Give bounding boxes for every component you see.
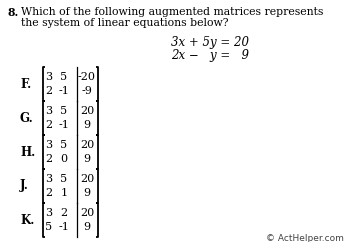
Text: 9: 9 xyxy=(83,153,91,164)
Text: -20: -20 xyxy=(78,73,96,83)
Text: G.: G. xyxy=(20,112,34,124)
Text: 3: 3 xyxy=(46,73,52,83)
Text: the system of linear equations below?: the system of linear equations below? xyxy=(21,18,229,28)
Text: 5: 5 xyxy=(61,174,68,184)
Text: Which of the following augmented matrices represents: Which of the following augmented matrice… xyxy=(21,7,323,17)
Text: 9: 9 xyxy=(83,120,91,129)
Text: 3: 3 xyxy=(46,141,52,151)
Text: 0: 0 xyxy=(61,153,68,164)
Text: -1: -1 xyxy=(58,120,69,129)
Text: 20: 20 xyxy=(80,141,94,151)
Text: 3: 3 xyxy=(46,174,52,184)
Text: 3x + 5y = 20: 3x + 5y = 20 xyxy=(171,36,249,49)
Text: -1: -1 xyxy=(58,85,69,96)
Text: 1: 1 xyxy=(61,188,68,197)
Text: 20: 20 xyxy=(80,174,94,184)
Text: 8.: 8. xyxy=(7,7,18,18)
Text: 3: 3 xyxy=(46,209,52,219)
Text: -1: -1 xyxy=(58,221,69,232)
Text: 20: 20 xyxy=(80,106,94,116)
Text: 5: 5 xyxy=(61,106,68,116)
Text: H.: H. xyxy=(20,145,35,159)
Text: 5: 5 xyxy=(61,73,68,83)
Text: 2: 2 xyxy=(46,120,52,129)
Text: -9: -9 xyxy=(82,85,92,96)
Text: K.: K. xyxy=(20,213,34,227)
Text: J.: J. xyxy=(20,180,29,192)
Text: 20: 20 xyxy=(80,209,94,219)
Text: 2: 2 xyxy=(46,188,52,197)
Text: 5: 5 xyxy=(61,141,68,151)
Text: 3: 3 xyxy=(46,106,52,116)
Text: 2x −   y =   9: 2x − y = 9 xyxy=(171,49,249,62)
Text: © ActHelper.com: © ActHelper.com xyxy=(266,234,344,242)
Text: 2: 2 xyxy=(46,85,52,96)
Text: F.: F. xyxy=(20,77,31,91)
Text: 5: 5 xyxy=(46,221,52,232)
Text: 9: 9 xyxy=(83,188,91,197)
Text: 2: 2 xyxy=(46,153,52,164)
Text: 9: 9 xyxy=(83,221,91,232)
Text: 2: 2 xyxy=(61,209,68,219)
